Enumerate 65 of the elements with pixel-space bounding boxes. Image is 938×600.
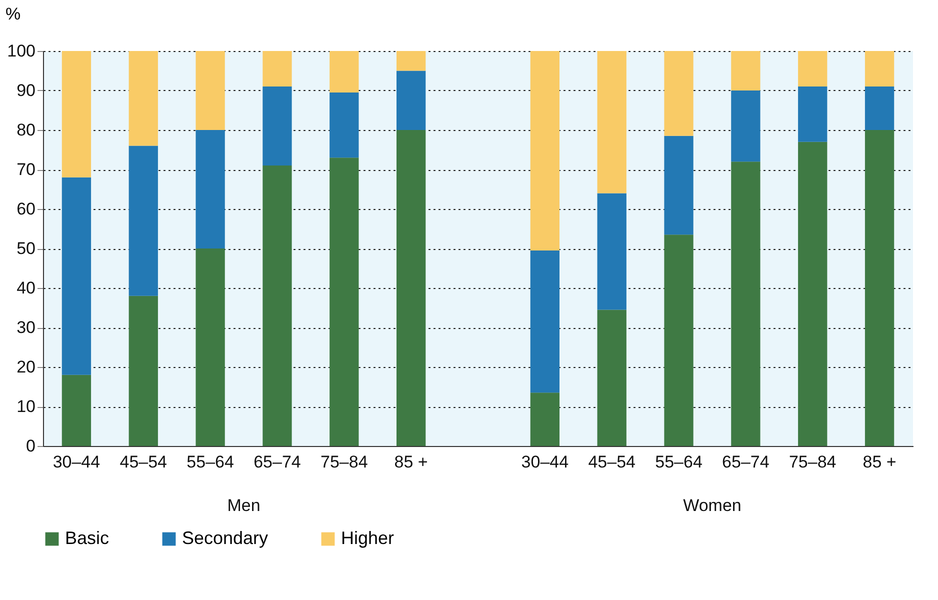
bar <box>798 142 828 446</box>
bar <box>330 158 359 446</box>
y-tick-label: 70 <box>16 160 36 179</box>
x-tick-label: 55–64 <box>186 452 234 472</box>
x-tick-label: 30–44 <box>521 452 569 472</box>
y-tick-label: 10 <box>16 397 36 416</box>
text: Women <box>683 496 742 515</box>
legend-label: Secondary <box>182 528 268 548</box>
bar <box>262 51 292 87</box>
bar <box>196 130 225 248</box>
y-tick-label: 0 <box>26 436 36 456</box>
bar <box>530 392 560 446</box>
bar <box>798 86 828 142</box>
x-tick-label: 65–74 <box>254 452 301 472</box>
y-tick-label: 20 <box>16 358 36 376</box>
y-tick-label: 80 <box>16 120 36 140</box>
bar <box>330 51 359 92</box>
y-tick-label: 30 <box>16 318 36 337</box>
bar <box>597 51 626 194</box>
legend-label: Higher <box>341 528 394 548</box>
bar <box>664 136 694 235</box>
x-tick-label: 85 + <box>862 452 896 472</box>
bar <box>664 51 694 136</box>
x-tick-label: 85 + <box>394 452 428 472</box>
x-tick-label: 65–74 <box>722 452 770 472</box>
x-tick-label: 75–84 <box>788 452 836 472</box>
legend-label: Basic <box>65 528 110 548</box>
bar <box>731 51 760 90</box>
bar <box>731 162 760 446</box>
bar <box>530 51 560 250</box>
x-tick-label: 45–54 <box>120 452 168 472</box>
bar <box>864 86 894 130</box>
y-tick-label: 60 <box>16 200 36 218</box>
x-tick-label: 45–54 <box>588 452 636 472</box>
bar <box>62 177 92 375</box>
bar <box>396 51 426 71</box>
bar <box>731 90 760 162</box>
y-tick-label: 40 <box>16 278 36 298</box>
bar <box>128 296 158 446</box>
bar <box>196 51 225 130</box>
bar <box>597 193 626 310</box>
bar <box>330 92 359 158</box>
x-tick-label: 55–64 <box>655 452 702 472</box>
bar <box>597 310 626 446</box>
bar <box>128 146 158 296</box>
bar <box>128 51 158 146</box>
y-tick-label: 100 <box>7 42 36 60</box>
y-tick-label: 50 <box>16 239 36 258</box>
bar <box>262 86 292 166</box>
text: Men <box>227 496 260 515</box>
bar <box>530 250 560 393</box>
bar <box>396 70 426 130</box>
bar <box>262 166 292 446</box>
y-tick-label: 90 <box>16 81 36 100</box>
bar <box>396 130 426 446</box>
x-tick-label: 75–84 <box>320 452 368 472</box>
bar <box>664 234 694 446</box>
x-tick-label: 30–44 <box>52 452 100 472</box>
bar <box>864 51 894 87</box>
bar <box>62 374 92 446</box>
bar <box>864 130 894 446</box>
bar <box>798 51 828 87</box>
bar <box>196 248 225 446</box>
y-axis-title: % <box>6 4 21 24</box>
bar <box>62 51 92 178</box>
